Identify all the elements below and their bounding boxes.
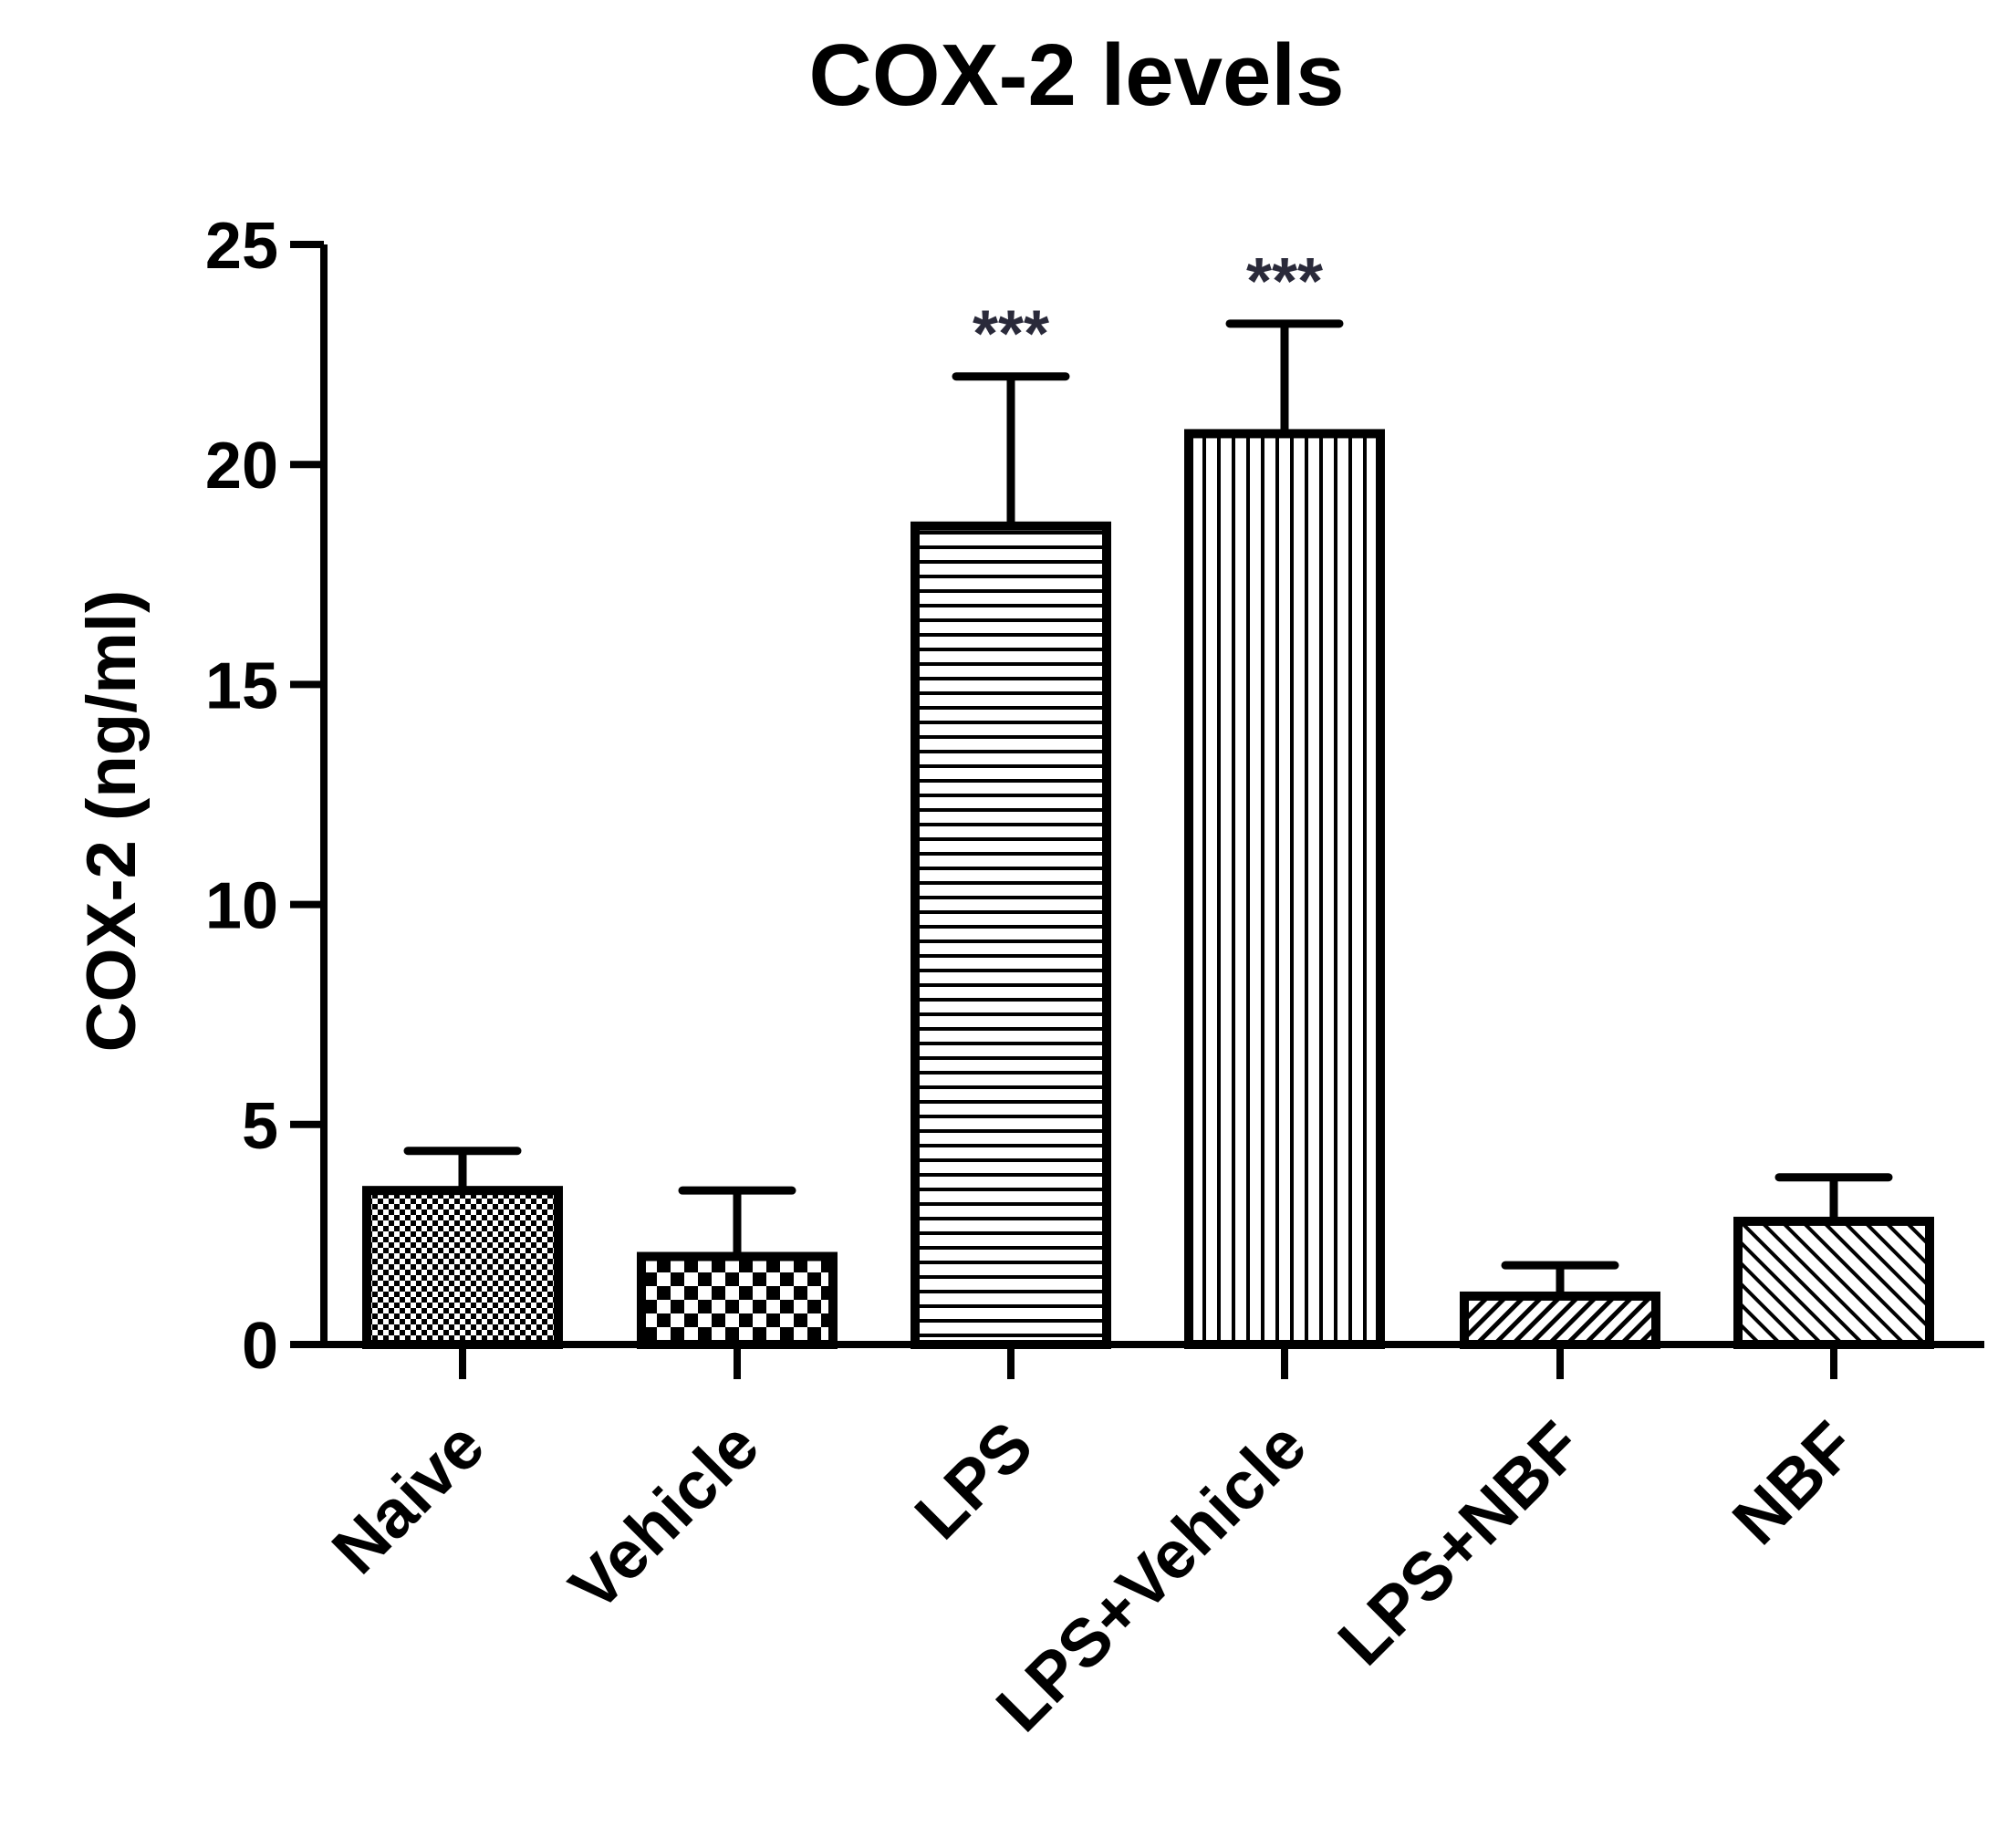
x-tick-label: Naive xyxy=(317,1407,498,1588)
y-tick-label: 5 xyxy=(242,1090,278,1163)
bar-lps-vehicle xyxy=(1184,429,1385,1349)
x-tick-label: LPS+NBF xyxy=(1324,1407,1597,1680)
y-tick-label: 10 xyxy=(205,870,278,943)
error-bars-group xyxy=(403,319,1893,1296)
y-tick-label: 15 xyxy=(205,649,278,722)
chart-title: COX-2 levels xyxy=(809,26,1345,124)
y-axis-ticks: 0 5 10 15 20 25 xyxy=(205,210,324,1383)
x-axis-ticks xyxy=(459,1344,1837,1379)
bar-lps-nbf xyxy=(1460,1291,1660,1350)
x-tick-label: Vehicle xyxy=(555,1407,773,1625)
bar-nbf xyxy=(1733,1216,1934,1349)
bar-lps xyxy=(911,521,1111,1349)
significance-group: *** *** xyxy=(973,245,1323,371)
y-tick-label: 25 xyxy=(205,210,278,283)
y-tick-label: 0 xyxy=(242,1310,278,1383)
bars-group xyxy=(362,429,1934,1350)
bar-vehicle xyxy=(637,1251,838,1350)
significance-marker: *** xyxy=(1246,245,1323,318)
bar-naive xyxy=(362,1186,563,1350)
y-axis-label: COX-2 (ng/ml) xyxy=(73,590,151,1053)
significance-marker: *** xyxy=(973,298,1049,371)
y-tick-label: 20 xyxy=(205,430,278,503)
x-tick-label: LPS xyxy=(900,1407,1046,1553)
x-tick-label: NBF xyxy=(1718,1407,1869,1559)
